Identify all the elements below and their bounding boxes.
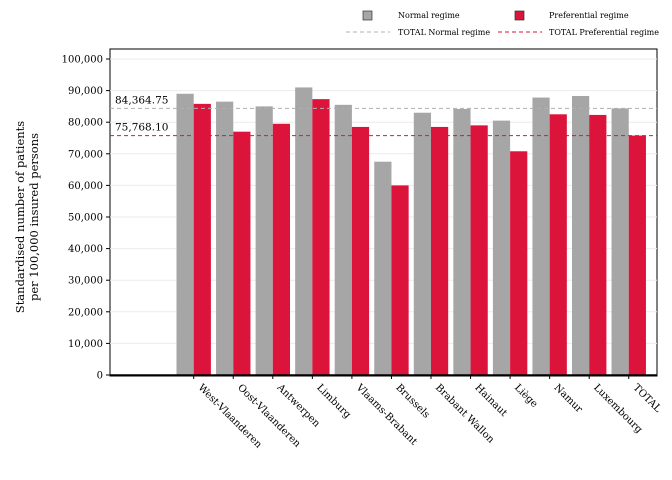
x-tick-label: Liège	[512, 382, 540, 410]
bar	[295, 87, 313, 375]
y-tick-label: 40,000	[68, 244, 103, 255]
reference-line-label: 75,768.10	[115, 122, 168, 134]
bar	[391, 185, 409, 375]
y-axis-title: Standardised number of patientsper 100,0…	[13, 121, 41, 313]
bar	[351, 126, 370, 375]
legend-label-normal: Normal regime	[398, 11, 460, 20]
bar	[431, 126, 449, 375]
x-tick-label: TOTAL	[631, 382, 664, 415]
bar	[176, 93, 194, 375]
y-tick-label: 10,000	[68, 339, 103, 350]
y-tick-label: 30,000	[68, 276, 103, 287]
y-tick-label: 90,000	[68, 86, 103, 97]
bar	[549, 114, 567, 376]
bar	[589, 114, 607, 375]
legend-label-preferential: Preferential regime	[549, 11, 629, 20]
x-tick-label: Namur	[552, 382, 585, 415]
legend: Normal regime Preferential regime TOTAL No…	[346, 10, 659, 37]
reference-lines: 84,364.75 75,768.10	[110, 94, 657, 137]
reference-line-label: 84,364.75	[115, 94, 168, 106]
bar	[492, 120, 511, 376]
bar	[216, 101, 234, 375]
bar	[611, 108, 629, 375]
bar	[470, 125, 488, 375]
x-tick-label: Brussels	[393, 382, 431, 420]
x-tick-label: Limburg	[314, 382, 353, 421]
bar	[510, 151, 528, 375]
y-axis: 0 10,000 20,000 30,000 40,000 50,000 60,000 70,…	[62, 55, 110, 382]
legend-swatch-normal	[362, 10, 373, 21]
legend-label-total-normal: TOTAL Normal regime	[398, 28, 490, 37]
y-tick-label: 20,000	[68, 307, 103, 318]
bar	[312, 99, 330, 375]
bar	[272, 123, 290, 375]
bar	[334, 104, 352, 375]
bar	[572, 95, 590, 376]
legend-label-total-preferential: TOTAL Preferential regime	[549, 28, 659, 37]
y-tick-label: 0	[97, 371, 103, 382]
y-tick-label: 80,000	[68, 118, 103, 129]
bar	[374, 161, 392, 375]
y-axis-title-line: Standardised number of patients	[13, 121, 27, 313]
bar	[193, 103, 211, 375]
legend-swatch-preferential	[514, 10, 525, 21]
bar	[453, 108, 471, 375]
bar	[532, 97, 550, 375]
x-axis: West-VlaanderenOost-VlaanderenAntwerpenL…	[193, 375, 664, 451]
x-tick-label: Hainaut	[472, 382, 509, 419]
bar	[628, 135, 646, 375]
y-tick-label: 60,000	[68, 181, 103, 192]
y-tick-label: 70,000	[68, 149, 103, 160]
y-tick-label: 100,000	[62, 55, 103, 66]
y-tick-label: 50,000	[68, 213, 103, 224]
bar	[255, 106, 273, 376]
bars	[110, 87, 657, 376]
y-axis-title-line: per 100,000 insured persons	[27, 133, 41, 301]
bar	[233, 131, 251, 375]
bar	[413, 112, 431, 375]
